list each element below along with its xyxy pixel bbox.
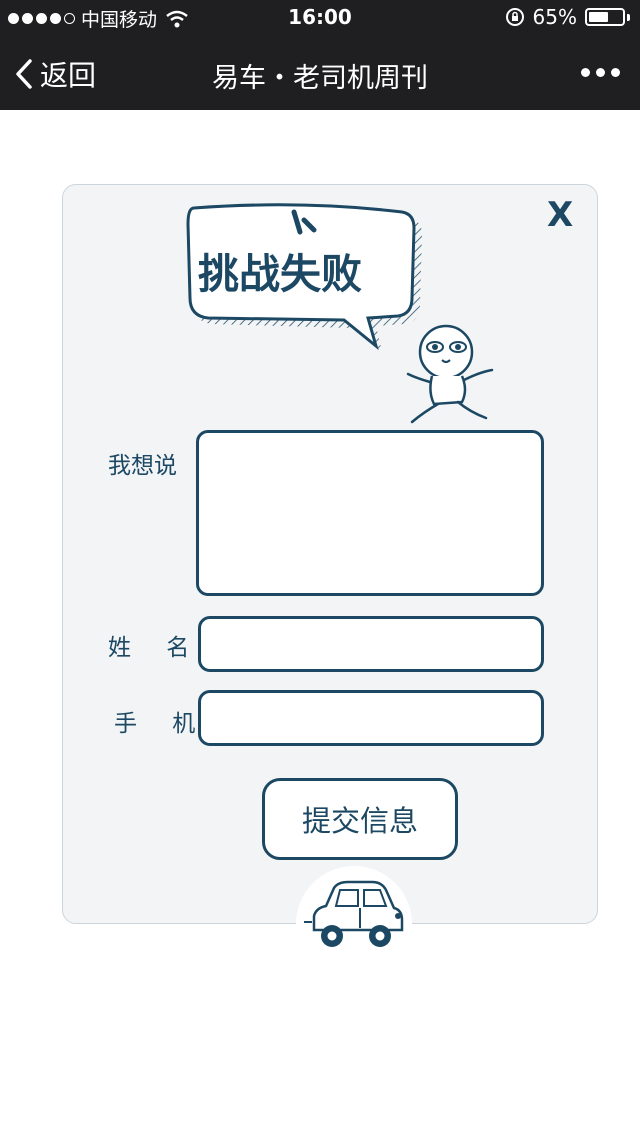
- car-icon: [304, 880, 404, 947]
- battery-icon: [585, 8, 625, 26]
- back-label: 返回: [40, 59, 97, 92]
- nav-bar: 返回 易车・老司机周刊: [0, 36, 640, 110]
- status-bar: 中国移动 16:00 65%: [0, 0, 640, 36]
- wifi-icon: [166, 10, 188, 27]
- battery-level: [589, 12, 609, 22]
- phone-input[interactable]: [198, 690, 544, 746]
- message-label: 我想说: [108, 453, 177, 479]
- page-title: 易车・老司机周刊: [212, 63, 428, 94]
- status-left: 中国移动: [8, 5, 189, 32]
- name-input[interactable]: [198, 616, 544, 672]
- dialog-heading: 挑战失败: [198, 250, 362, 298]
- chevron-left-icon: [16, 59, 32, 89]
- rotation-lock-icon: [505, 8, 524, 26]
- close-button[interactable]: X: [547, 195, 574, 235]
- battery-tip: [627, 13, 630, 21]
- signal-strength-icon: [8, 13, 75, 24]
- back-button[interactable]: 返回: [14, 54, 96, 94]
- carrier-name: 中国移动: [81, 9, 158, 31]
- phone-label: 手 机: [114, 711, 210, 737]
- running-character-icon: [406, 324, 494, 424]
- speech-bubble: 挑战失败: [186, 203, 422, 352]
- message-textarea[interactable]: [196, 430, 544, 596]
- more-icon[interactable]: [581, 68, 620, 77]
- battery-percent: 65%: [532, 5, 577, 29]
- name-label: 姓 名: [108, 635, 204, 661]
- status-time: 16:00: [288, 5, 352, 29]
- status-right: 65%: [505, 5, 630, 29]
- submit-button[interactable]: 提交信息: [262, 778, 458, 860]
